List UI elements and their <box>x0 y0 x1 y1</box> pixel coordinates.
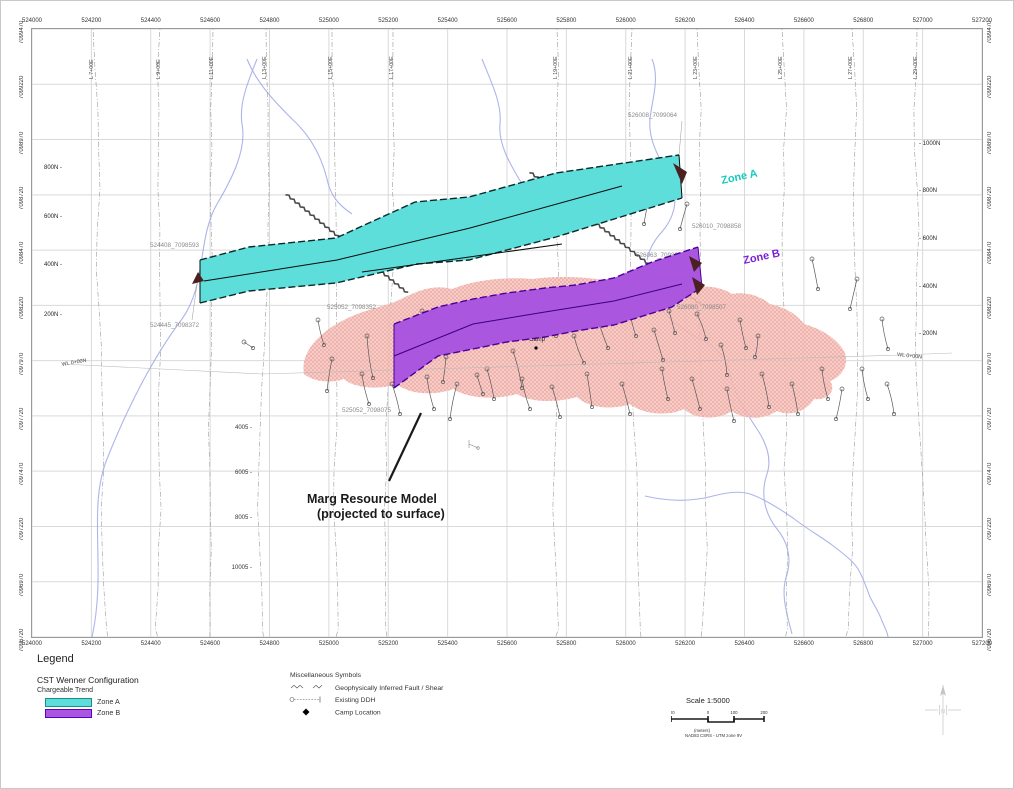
svg-text:N: N <box>941 709 945 715</box>
svg-text:- 800N: - 800N <box>919 188 937 194</box>
svg-text:Marg Resource Model: Marg Resource Model <box>307 492 437 506</box>
svg-text:200N -: 200N - <box>44 312 62 318</box>
svg-text:800N -: 800N - <box>44 165 62 171</box>
svg-text:525052_7098075: 525052_7098075 <box>342 407 392 414</box>
svg-text:10005 -: 10005 - <box>232 565 252 571</box>
svg-text:Geophysically Inferred Fault /: Geophysically Inferred Fault / Shear <box>335 685 444 692</box>
svg-text:100: 100 <box>671 710 675 715</box>
svg-text:524445_7098372: 524445_7098372 <box>150 322 200 329</box>
svg-text:(projected to surface): (projected to surface) <box>317 507 445 521</box>
svg-text:WL 0+00N: WL 0+00N <box>897 352 923 361</box>
svg-text:0: 0 <box>707 710 710 715</box>
svg-text:526008_7099064: 526008_7099064 <box>628 112 678 119</box>
svg-text:NAD83 CSRS - UTM zone 9V: NAD83 CSRS - UTM zone 9V <box>685 733 742 738</box>
svg-text:Existing DDH: Existing DDH <box>335 697 376 704</box>
svg-text:400N -: 400N - <box>44 262 62 268</box>
svg-text:- 600N: - 600N <box>919 236 937 242</box>
svg-text:- 200N: - 200N <box>919 331 937 337</box>
svg-text:200: 200 <box>760 710 768 715</box>
svg-text:525052_7098352: 525052_7098352 <box>327 304 377 311</box>
svg-text:WL 0+00N: WL 0+00N <box>61 358 87 368</box>
svg-text:526010_7098858: 526010_7098858 <box>692 223 742 230</box>
svg-text:4005 -: 4005 - <box>235 425 252 431</box>
svg-text:Zone A: Zone A <box>720 168 759 187</box>
svg-text:100: 100 <box>730 710 738 715</box>
svg-text:600N -: 600N - <box>44 214 62 220</box>
svg-text:Camp Location: Camp Location <box>335 710 381 717</box>
svg-text:8005 -: 8005 - <box>235 515 252 521</box>
svg-text:526080_7098507: 526080_7098507 <box>677 304 727 311</box>
svg-text:524408_7098593: 524408_7098593 <box>150 242 200 249</box>
svg-text:- 400N: - 400N <box>919 284 937 290</box>
svg-text:- 1000N: - 1000N <box>919 141 940 147</box>
svg-text:6005 -: 6005 - <box>235 470 252 476</box>
